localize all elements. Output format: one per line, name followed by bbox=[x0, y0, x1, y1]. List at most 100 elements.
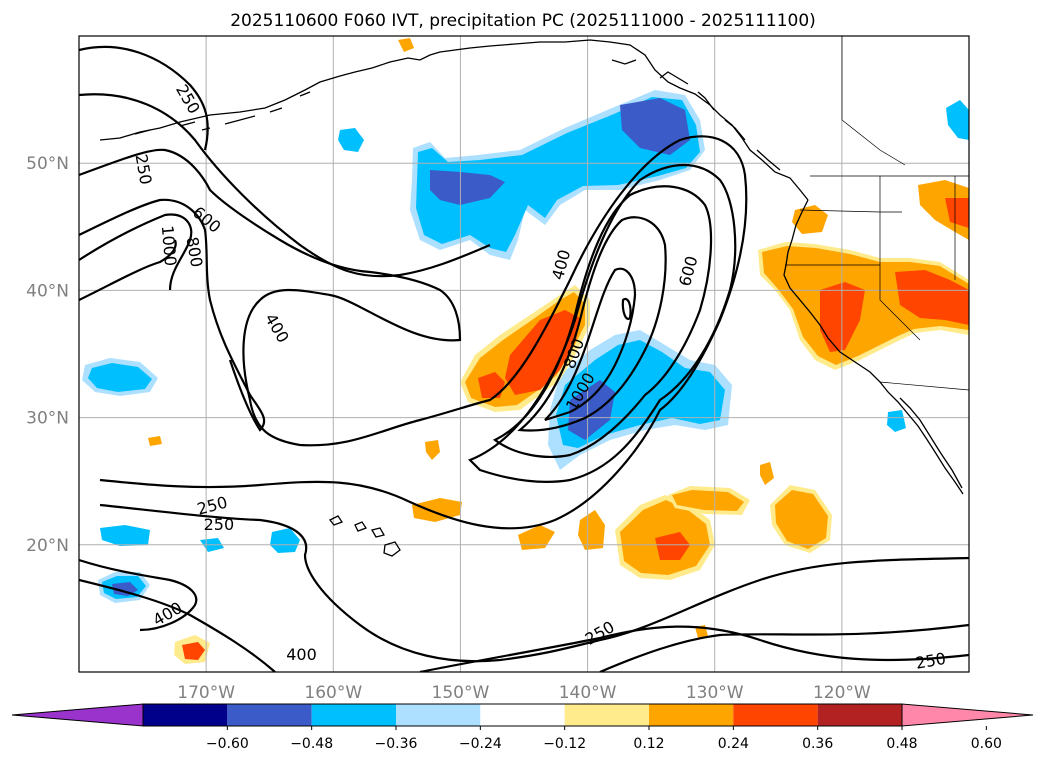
pos-region-small-6 bbox=[760, 462, 774, 485]
colorbar-tick-label: −0.48 bbox=[290, 736, 333, 752]
ivt-contours bbox=[79, 45, 969, 672]
neg-region-small-4 bbox=[946, 100, 969, 140]
pos-region-nw-core bbox=[945, 198, 969, 228]
contour-label: 400 bbox=[261, 310, 293, 346]
pos-region-central-core bbox=[505, 310, 580, 395]
border-mex bbox=[879, 381, 969, 391]
colorbar-bin bbox=[564, 704, 649, 726]
pos-region-small-3 bbox=[578, 510, 605, 550]
ivt-contour-600 bbox=[492, 185, 713, 458]
colorbar-tick-label: 0.36 bbox=[802, 736, 833, 752]
colorbar-bin bbox=[227, 704, 312, 726]
pos-region-small-2 bbox=[518, 525, 555, 550]
border-alaska-canada bbox=[841, 36, 906, 166]
colorbar-bin bbox=[480, 704, 565, 726]
political-borders bbox=[785, 36, 969, 391]
colorbar-ticks: −0.60 −0.48 −0.36 −0.24 −0.12 0.12 0.24 0.36 0.4… bbox=[206, 726, 1002, 752]
colorbar-tick-label: 0.48 bbox=[886, 736, 917, 752]
pos-region-small-9 bbox=[148, 436, 162, 446]
pos-region-west-coast-core bbox=[895, 270, 969, 325]
ivt-contour-1000-small bbox=[621, 298, 632, 320]
contour-label: 250 bbox=[204, 515, 235, 534]
colorbar-extend-min bbox=[11, 703, 144, 727]
colorbar-bin bbox=[396, 704, 481, 726]
y-tick-label: 50°N bbox=[26, 154, 69, 174]
pos-region-small-5 bbox=[425, 440, 440, 460]
ivt-contour-250-nw2 bbox=[79, 45, 209, 151]
ivt-contour-1000 bbox=[544, 267, 637, 422]
colorbar-tick-label: −0.12 bbox=[543, 736, 586, 752]
contour-label: 800 bbox=[182, 235, 206, 268]
x-tick-label: 140°W bbox=[559, 683, 617, 703]
colorbar-bin bbox=[733, 704, 818, 726]
colorbar-tick-label: 0.12 bbox=[633, 736, 664, 752]
ivt-contour-250-nw bbox=[79, 93, 491, 278]
ivt-contour-250-right bbox=[599, 623, 969, 672]
y-tick-label: 40°N bbox=[26, 281, 69, 301]
pos-region-small-7 bbox=[398, 38, 414, 52]
colorbar-bin bbox=[311, 704, 396, 726]
ivt-contour-400-inner bbox=[79, 198, 266, 432]
ivt-contour-250-main bbox=[79, 135, 748, 530]
neg-region-gulf-alaska-core2 bbox=[430, 170, 505, 205]
coastlines bbox=[99, 39, 964, 557]
x-tick-label: 170°W bbox=[177, 683, 235, 703]
contour-label: 400 bbox=[286, 645, 317, 664]
pos-region-nw bbox=[918, 180, 969, 240]
neg-region-small-1 bbox=[100, 525, 150, 546]
coastline-us-west bbox=[783, 199, 881, 383]
pos-region-small-1 bbox=[412, 498, 462, 522]
border-id bbox=[879, 176, 902, 265]
pos-region-oregon bbox=[792, 205, 828, 234]
contour-label: 600 bbox=[189, 203, 225, 237]
neg-region-small-5 bbox=[887, 410, 906, 432]
pos-region-se-mid bbox=[775, 490, 828, 549]
neg-region-small-3 bbox=[338, 128, 364, 152]
colorbar-tick-label: −0.60 bbox=[206, 736, 249, 752]
coastline-hawaii bbox=[328, 515, 401, 557]
colorbar-extend-max bbox=[901, 703, 1034, 727]
ivt-contour-250-bottom bbox=[79, 578, 969, 672]
ivt-contour-800 bbox=[517, 216, 667, 432]
coastline-alaska-islands bbox=[134, 59, 781, 171]
neg-region-west-core bbox=[88, 363, 152, 392]
figure-title: 2025110600 F060 IVT, precipitation PC (2… bbox=[230, 11, 816, 31]
x-tick-label: 160°W bbox=[304, 683, 362, 703]
pos-region-west-coast-core2 bbox=[820, 282, 865, 352]
colorbar-tick-label: −0.24 bbox=[459, 736, 502, 752]
neg-region-small-2 bbox=[270, 528, 300, 553]
colorbar-tick-label: 0.60 bbox=[971, 736, 1002, 752]
colorbar-outline bbox=[142, 703, 903, 727]
contour-label: 250 bbox=[172, 81, 204, 117]
colorbar-tick-label: −0.36 bbox=[375, 736, 418, 752]
border-ca-nv bbox=[879, 265, 921, 341]
contour-label: 600 bbox=[675, 254, 701, 288]
contour-label: 250 bbox=[914, 649, 947, 673]
ivt-contour-400-sw bbox=[79, 558, 198, 632]
neg-region-central-core bbox=[568, 380, 615, 440]
colorbar-bin bbox=[817, 704, 902, 726]
pos-region-small-4-core bbox=[182, 642, 205, 660]
colorbar bbox=[11, 703, 1034, 727]
pos-region-south-core bbox=[655, 532, 690, 560]
x-tick-label: 130°W bbox=[686, 683, 744, 703]
x-tick-label: 120°W bbox=[813, 683, 871, 703]
y-tick-label: 20°N bbox=[26, 536, 69, 556]
pos-region-central-core2 bbox=[478, 372, 505, 398]
colorbar-tick-label: 0.24 bbox=[718, 736, 749, 752]
y-axis-ticks: 50°N 40°N 30°N 20°N bbox=[26, 154, 69, 556]
coastline-baja bbox=[879, 381, 964, 495]
border-wa-or bbox=[799, 209, 881, 213]
colorbar-bin bbox=[649, 704, 734, 726]
map-frame bbox=[78, 35, 970, 673]
ivt-contour-400-main bbox=[468, 163, 737, 484]
contour-label: 1000 bbox=[158, 225, 180, 267]
neg-region-gulf-alaska-core bbox=[620, 98, 690, 155]
pos-region-band-mid bbox=[672, 490, 744, 511]
x-axis-ticks: 170°W 160°W 150°W 140°W 130°W 120°W bbox=[177, 683, 871, 703]
contour-label: 250 bbox=[132, 153, 156, 186]
x-tick-label: 150°W bbox=[432, 683, 490, 703]
ivt-contour-wrap-left bbox=[79, 213, 193, 301]
